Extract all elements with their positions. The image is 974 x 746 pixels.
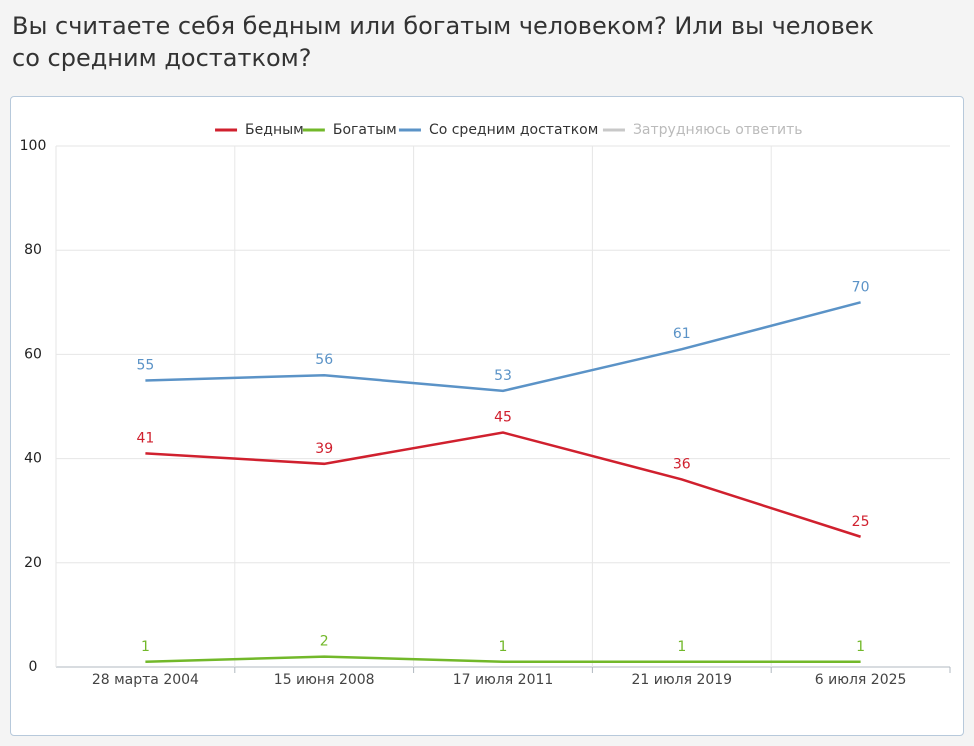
series-line — [145, 655, 861, 664]
x-tick-label: 17 июля 2011 — [453, 672, 554, 688]
legend-label: Затрудняюсь ответить — [633, 122, 803, 138]
data-label: 39 — [315, 441, 333, 457]
data-label: 53 — [494, 368, 512, 384]
y-tick-label: 80 — [24, 242, 42, 258]
data-label: 1 — [141, 639, 150, 655]
legend-label: Со средним достатком — [429, 122, 598, 138]
legend-label: Бедным — [245, 122, 304, 138]
y-tick-label: 0 — [29, 659, 38, 675]
x-tick-label: 21 июля 2019 — [631, 672, 732, 688]
data-label: 55 — [136, 357, 154, 373]
data-label: 2 — [320, 634, 329, 650]
data-label: 36 — [673, 456, 691, 472]
data-label: 41 — [136, 430, 154, 446]
chart-title: Вы считаете себя бедным или богатым чело… — [12, 12, 874, 72]
x-tick-label: 28 марта 2004 — [92, 672, 199, 688]
y-tick-label: 100 — [20, 138, 47, 154]
data-label: 70 — [852, 279, 870, 295]
data-label: 61 — [673, 326, 691, 342]
series-line — [145, 301, 861, 393]
series-line — [145, 431, 861, 538]
data-label: 56 — [315, 352, 333, 368]
x-tick-label: 15 июня 2008 — [274, 672, 375, 688]
legend-label: Богатым — [333, 122, 397, 138]
y-tick-label: 40 — [24, 451, 42, 467]
y-tick-label: 20 — [24, 555, 42, 571]
data-label: 1 — [677, 639, 686, 655]
data-label: 45 — [494, 410, 512, 426]
y-tick-label: 60 — [24, 346, 42, 362]
data-label: 1 — [499, 639, 508, 655]
x-tick-label: 6 июля 2025 — [815, 672, 907, 688]
data-label: 1 — [856, 639, 865, 655]
chart-card — [10, 96, 964, 736]
data-label: 25 — [852, 514, 870, 530]
